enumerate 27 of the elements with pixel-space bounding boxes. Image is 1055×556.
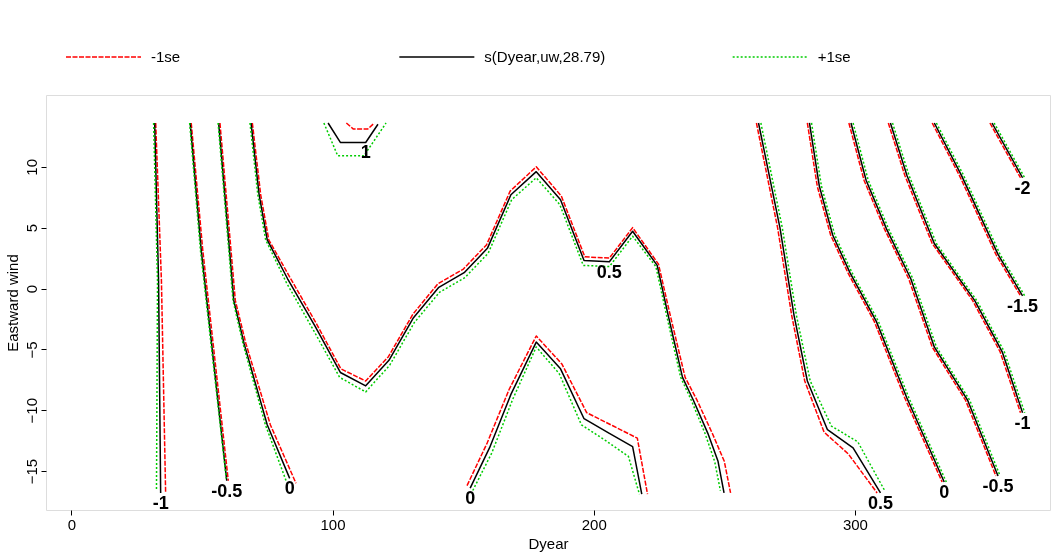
y-axis-title: Eastward wind [3, 254, 21, 352]
x-tick-label: 100 [320, 515, 346, 533]
annotation: 0.5 [596, 261, 622, 282]
x-tick-label: 200 [581, 515, 607, 533]
x-tick-label: 300 [842, 515, 868, 533]
annotation: -2 [1014, 177, 1031, 198]
annotation: -1 [152, 492, 169, 513]
annotation: -0.5 [982, 475, 1014, 496]
y-tick-label: 0 [22, 284, 40, 294]
annotation: -0.5 [211, 480, 243, 501]
annotation: -1 [1014, 412, 1031, 433]
legend-label: +1se [817, 48, 851, 65]
y-tick-label: −5 [22, 341, 40, 359]
y-tick-label: 10 [22, 158, 40, 176]
annotation: -1.5 [1007, 295, 1039, 316]
x-axis-title: Dyear [528, 534, 569, 552]
legend-label: s(Dyear,uw,28.79) [484, 48, 606, 65]
annotation: 1 [360, 142, 371, 163]
y-tick-label: 5 [22, 223, 40, 233]
y-tick-label: −10 [22, 397, 40, 424]
legend-label: -1se [151, 48, 181, 65]
y-tick-label: −15 [22, 458, 40, 485]
x-tick-label: 0 [67, 515, 77, 533]
annotation: 0 [284, 478, 295, 499]
annotation: 0.5 [867, 492, 894, 513]
annotation: 0 [939, 482, 950, 503]
annotation: 0 [465, 488, 476, 509]
